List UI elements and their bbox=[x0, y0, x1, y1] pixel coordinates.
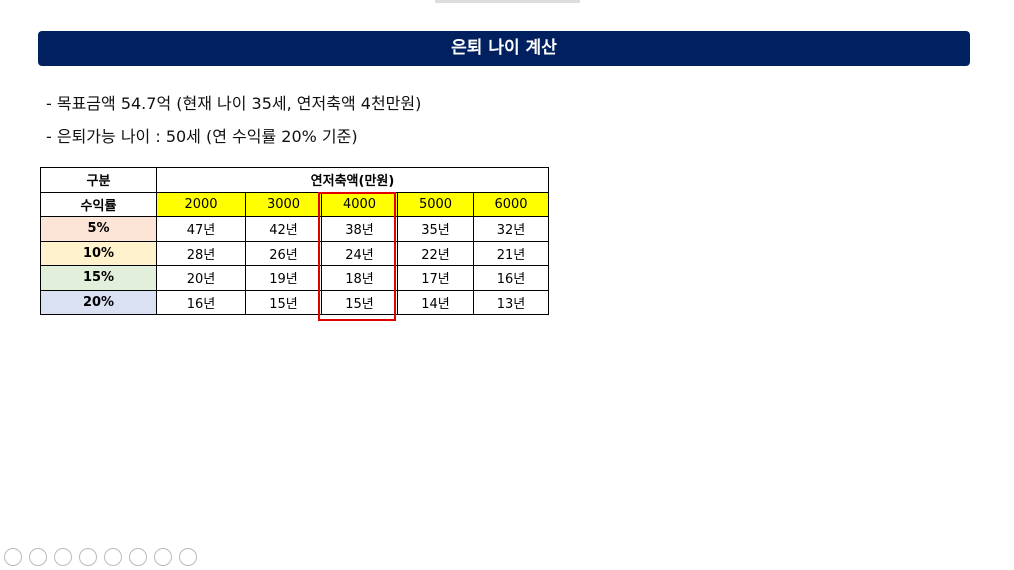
table-cell: 구분 bbox=[40, 167, 157, 193]
table-row: 구분 연저축액(만원) bbox=[40, 167, 549, 193]
prev-button[interactable] bbox=[4, 548, 22, 566]
table-cell: 15년 bbox=[245, 289, 322, 315]
table-row: 수익률 2000 3000 4000 5000 6000 bbox=[40, 191, 549, 217]
table-row: 20% 16년 15년 15년 14년 13년 bbox=[40, 289, 549, 315]
table-cell: 22년 bbox=[397, 240, 474, 266]
table-cell: 19년 bbox=[245, 265, 322, 291]
more-button[interactable] bbox=[179, 548, 197, 566]
table-cell: 연저축액(만원) bbox=[156, 167, 549, 193]
table-cell: 5% bbox=[40, 216, 157, 242]
highlight-box bbox=[318, 192, 396, 321]
table-cell: 3000 bbox=[245, 191, 322, 217]
table-cell: 15년 bbox=[321, 289, 398, 315]
table-cell: 15% bbox=[40, 265, 157, 291]
camera-button[interactable] bbox=[154, 548, 172, 566]
zoom-button[interactable] bbox=[104, 548, 122, 566]
subtitle-button[interactable] bbox=[129, 548, 147, 566]
table-cell: 26년 bbox=[245, 240, 322, 266]
table-cell: 수익률 bbox=[40, 191, 157, 217]
pen-button[interactable] bbox=[54, 548, 72, 566]
table-cell: 10% bbox=[40, 240, 157, 266]
table-row: 5% 47년 42년 38년 35년 32년 bbox=[40, 216, 549, 242]
table-cell: 35년 bbox=[397, 216, 474, 242]
table-cell: 5000 bbox=[397, 191, 474, 217]
table-cell: 20% bbox=[40, 289, 157, 315]
table-cell: 4000 bbox=[321, 191, 398, 217]
next-button[interactable] bbox=[29, 548, 47, 566]
table-cell: 24년 bbox=[321, 240, 398, 266]
table-cell: 6000 bbox=[473, 191, 549, 217]
table-cell: 17년 bbox=[397, 265, 474, 291]
table: 구분 연저축액(만원) 수익률 2000 3000 4000 5000 6000 5% 47년 42… bbox=[40, 167, 549, 315]
table-row: 10% 28년 26년 24년 22년 21년 bbox=[40, 240, 549, 266]
table-cell: 16년 bbox=[473, 265, 549, 291]
title-bar: 은퇴 나이 계산 bbox=[38, 31, 970, 66]
slides-button[interactable] bbox=[79, 548, 97, 566]
table-cell: 13년 bbox=[473, 289, 549, 315]
table-cell: 38년 bbox=[321, 216, 398, 242]
slide-controls bbox=[4, 548, 204, 570]
table-cell: 28년 bbox=[156, 240, 246, 266]
table-cell: 42년 bbox=[245, 216, 322, 242]
table-cell: 32년 bbox=[473, 216, 549, 242]
table-cell: 2000 bbox=[156, 191, 246, 217]
table-row: 15% 20년 19년 18년 17년 16년 bbox=[40, 265, 549, 291]
table-cell: 21년 bbox=[473, 240, 549, 266]
bullet: - 은퇴가능 나이 : 50세 (연 수익률 20% 기준) bbox=[46, 127, 358, 146]
table-cell: 16년 bbox=[156, 289, 246, 315]
table-cell: 20년 bbox=[156, 265, 246, 291]
top-bar bbox=[435, 0, 580, 3]
table-cell: 47년 bbox=[156, 216, 246, 242]
bullet: - 목표금액 54.7억 (현재 나이 35세, 연저축액 4천만원) bbox=[46, 94, 422, 113]
table-cell: 14년 bbox=[397, 289, 474, 315]
